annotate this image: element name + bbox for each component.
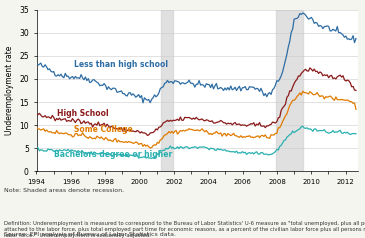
Text: Less than high school: Less than high school [74, 60, 168, 69]
Y-axis label: Underemployment rate: Underemployment rate [4, 46, 14, 135]
Text: Definition: Underemployment is measured to correspond to the Bureau of Labor Sta: Definition: Underemployment is measured … [4, 221, 365, 238]
Bar [276, 10, 303, 171]
Bar [161, 10, 173, 171]
Text: Source: EPI analysis of Bureau of Labor Statistics data.: Source: EPI analysis of Bureau of Labor … [4, 232, 176, 237]
Text: Some College: Some College [74, 125, 133, 134]
Text: High School: High School [57, 109, 109, 118]
Text: Note: Shaded areas denote recession.: Note: Shaded areas denote recession. [4, 188, 124, 193]
Text: Bachelors degree or higher: Bachelors degree or higher [54, 149, 172, 159]
